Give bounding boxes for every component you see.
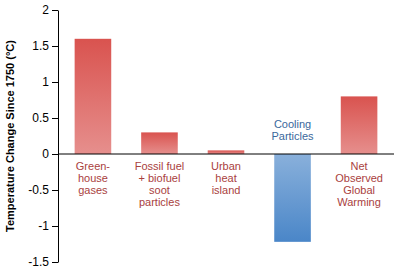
y-tick: -1.5 <box>28 255 58 269</box>
bar <box>75 39 112 154</box>
bar <box>341 96 378 154</box>
y-tick-label: -0.5 <box>28 183 49 197</box>
y-axis-title: Temperature Change Since 1750 (°C) <box>4 40 16 232</box>
y-tick: 0 <box>42 147 58 161</box>
y-tick-mark <box>52 82 58 83</box>
y-tick: 1 <box>42 75 58 89</box>
x-tick-label: Urbanheatisland <box>211 160 241 196</box>
y-axis-line <box>58 11 59 263</box>
y-tick-mark <box>52 10 58 11</box>
y-tick-mark <box>52 154 58 155</box>
y-tick-label: -1.5 <box>28 255 49 269</box>
y-tick-mark <box>52 262 58 263</box>
x-tick-label: CoolingParticles <box>271 118 314 142</box>
y-tick-label: 2 <box>42 3 49 17</box>
y-tick-label: 0.5 <box>32 111 49 125</box>
y-axis: -1.5 -1 -0.5 0 0.5 1 1.5 2 <box>28 3 58 269</box>
y-tick-mark <box>52 226 58 227</box>
bars <box>75 39 378 242</box>
y-tick-label: -1 <box>38 219 49 233</box>
y-tick-mark <box>52 190 58 191</box>
y-tick-label: 1 <box>42 75 49 89</box>
y-tick: -1 <box>38 219 58 233</box>
y-tick-label: 0 <box>42 147 49 161</box>
y-tick-label: 1.5 <box>32 39 49 53</box>
x-labels: Green-housegases Fossil fuel+ biofuelsoot… <box>76 118 383 208</box>
bar <box>141 132 178 154</box>
x-tick-label: Fossil fuel+ biofuelsootparticles <box>135 160 185 208</box>
bar <box>208 150 245 154</box>
y-tick: 1.5 <box>32 39 58 53</box>
bar <box>274 154 311 242</box>
baseline <box>58 154 394 155</box>
y-tick: 0.5 <box>32 111 58 125</box>
y-tick-mark <box>52 46 58 47</box>
x-tick-label: Green-housegases <box>76 160 111 196</box>
chart: -1.5 -1 -0.5 0 0.5 1 1.5 2 Temperature Change Si… <box>0 0 400 272</box>
y-tick: 2 <box>42 3 58 17</box>
y-tick: -0.5 <box>28 183 58 197</box>
x-tick-label: NetObservedGlobalWarming <box>335 160 383 208</box>
y-tick-mark <box>52 118 58 119</box>
